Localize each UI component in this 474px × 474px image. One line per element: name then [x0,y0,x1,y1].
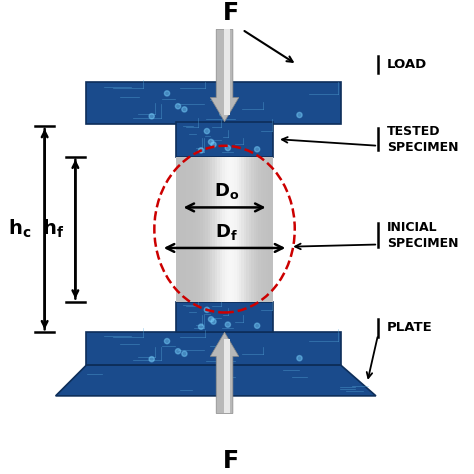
Text: F: F [223,1,239,25]
Circle shape [204,128,210,134]
Bar [268,157,271,301]
Bar [263,157,266,301]
Bar [176,301,273,332]
Text: F: F [223,448,239,473]
Bar [261,157,264,301]
Circle shape [199,324,204,329]
Bar [198,157,201,301]
Circle shape [211,142,216,147]
Circle shape [164,91,170,96]
Circle shape [175,349,181,354]
Bar [256,157,259,301]
Bar [246,157,249,301]
Circle shape [149,114,155,119]
Bar [215,157,218,301]
Bar [241,157,244,301]
Circle shape [211,319,216,324]
Circle shape [219,355,225,360]
Bar [254,157,256,301]
Bar [176,122,273,157]
FancyArrow shape [210,29,239,122]
Bar [222,157,225,301]
Circle shape [199,148,204,153]
Circle shape [219,111,225,116]
Text: LOAD: LOAD [387,58,427,71]
Bar [220,157,223,301]
Bar [176,157,179,301]
FancyArrow shape [224,339,230,413]
Circle shape [209,139,214,145]
Text: $\mathbf{h_f}$: $\mathbf{h_f}$ [42,218,64,240]
Bar [188,157,191,301]
Bar [181,157,184,301]
FancyArrow shape [210,332,239,413]
Bar [251,157,254,301]
Text: $\mathbf{D_f}$: $\mathbf{D_f}$ [215,222,238,242]
Circle shape [297,356,302,361]
Bar [244,157,246,301]
Polygon shape [55,365,376,396]
Bar [225,157,228,301]
Circle shape [255,323,260,328]
Bar [86,82,341,124]
Bar [210,157,213,301]
Bar [212,157,215,301]
Bar [227,157,230,301]
Circle shape [209,317,214,322]
Bar [196,157,199,301]
Bar [186,157,189,301]
Circle shape [225,146,230,151]
Bar [249,157,252,301]
Circle shape [164,338,170,344]
Text: PLATE: PLATE [387,321,433,334]
Bar [258,157,261,301]
Bar [237,157,239,301]
Circle shape [255,146,260,152]
Circle shape [204,307,210,312]
Circle shape [175,104,181,109]
Text: $\mathbf{h_c}$: $\mathbf{h_c}$ [8,218,31,240]
Circle shape [297,112,302,118]
Bar [191,157,193,301]
Bar [234,157,237,301]
Bar [232,157,235,301]
Text: TESTED
SPECIMEN: TESTED SPECIMEN [387,125,458,154]
Bar [176,157,273,301]
Bar [270,157,273,301]
Bar [193,157,196,301]
Circle shape [225,322,230,327]
Bar [86,332,341,365]
Circle shape [182,107,187,112]
Bar [183,157,186,301]
Bar [208,157,210,301]
Text: INICIAL
SPECIMEN: INICIAL SPECIMEN [387,221,458,250]
Bar [179,157,182,301]
Bar [201,157,203,301]
Bar [217,157,220,301]
FancyArrow shape [224,29,230,115]
Bar [229,157,232,301]
Bar [203,157,206,301]
Bar [205,157,208,301]
Circle shape [182,351,187,356]
Text: $\mathbf{D_o}$: $\mathbf{D_o}$ [214,181,239,201]
Bar [239,157,242,301]
Bar [265,157,268,301]
Circle shape [149,356,155,362]
